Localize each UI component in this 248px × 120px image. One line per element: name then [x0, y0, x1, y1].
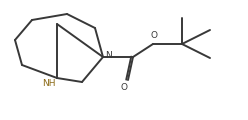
- Text: N: N: [106, 51, 112, 60]
- Text: O: O: [121, 84, 127, 93]
- Text: O: O: [151, 31, 157, 41]
- Text: NH: NH: [42, 79, 56, 89]
